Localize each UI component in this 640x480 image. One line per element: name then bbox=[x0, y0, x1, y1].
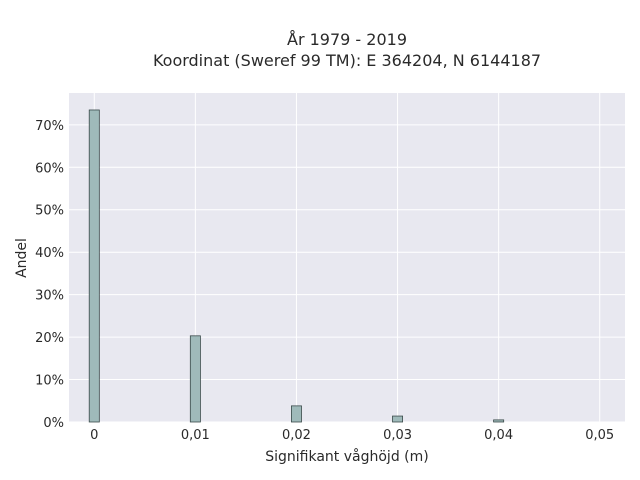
x-tick-label: 0,04 bbox=[484, 428, 513, 443]
x-tick-label: 0,01 bbox=[181, 428, 210, 443]
y-tick-label: 30% bbox=[35, 289, 64, 304]
y-tick-label: 40% bbox=[35, 246, 64, 261]
y-tick-label: 60% bbox=[35, 161, 64, 176]
x-axis-ticks: 0 0,01 0,02 0,03 0,04 0,05 bbox=[90, 428, 614, 443]
y-tick-label: 50% bbox=[35, 204, 64, 219]
y-axis-ticks: 0% 10% 20% 30% 40% 50% 60% 70% bbox=[35, 119, 64, 431]
plot-area bbox=[69, 93, 625, 422]
y-tick-label: 20% bbox=[35, 331, 64, 346]
y-tick-label: 0% bbox=[43, 416, 64, 431]
x-axis-title: Signifikant våghöjd (m) bbox=[265, 448, 428, 465]
bars bbox=[88, 109, 505, 423]
chart-title: År 1979 - 2019 Koordinat (Sweref 99 TM):… bbox=[153, 30, 541, 70]
histogram-bar bbox=[392, 415, 403, 423]
histogram-bar bbox=[290, 405, 302, 423]
y-tick-label: 10% bbox=[35, 374, 64, 389]
histogram-bar bbox=[189, 335, 201, 423]
histogram-bar bbox=[493, 419, 505, 423]
grid-lines bbox=[69, 93, 625, 423]
x-tick-label: 0,03 bbox=[383, 428, 412, 443]
y-axis-title: Andel bbox=[14, 238, 30, 278]
chart-title-line-1: År 1979 - 2019 bbox=[287, 30, 407, 49]
x-tick-label: 0 bbox=[90, 428, 98, 443]
histogram-bar bbox=[88, 109, 100, 423]
x-tick-label: 0,02 bbox=[282, 428, 311, 443]
chart-title-line-2: Koordinat (Sweref 99 TM): E 364204, N 61… bbox=[153, 51, 541, 70]
y-tick-label: 70% bbox=[35, 119, 64, 134]
x-tick-label: 0,05 bbox=[585, 428, 614, 443]
